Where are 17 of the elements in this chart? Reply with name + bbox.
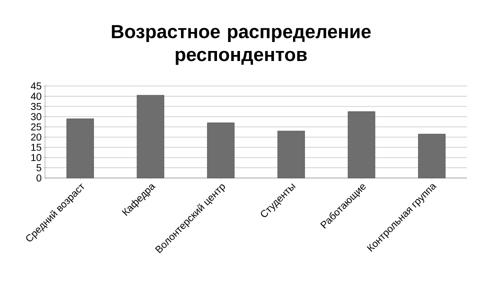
y-tick-label: 15 (31, 144, 42, 151)
bar (418, 134, 446, 178)
bar (66, 118, 94, 178)
bar (348, 111, 376, 178)
y-tick-label: 5 (36, 164, 42, 172)
y-tick-label: 40 (30, 92, 42, 100)
y-tick-label: 0 (36, 174, 42, 182)
y-tick-label: 30 (30, 113, 42, 120)
y-tick-label: 10 (31, 154, 42, 162)
y-tick-label: 35 (30, 102, 42, 110)
y-tick-label: 20 (31, 134, 42, 141)
bar (277, 130, 305, 178)
chart-title: Возрастное распределение респондентов (112, 25, 371, 65)
bar (136, 94, 164, 178)
y-tick-label: 25 (31, 123, 42, 130)
y-tick-label: 45 (30, 82, 42, 90)
bar (207, 122, 235, 178)
